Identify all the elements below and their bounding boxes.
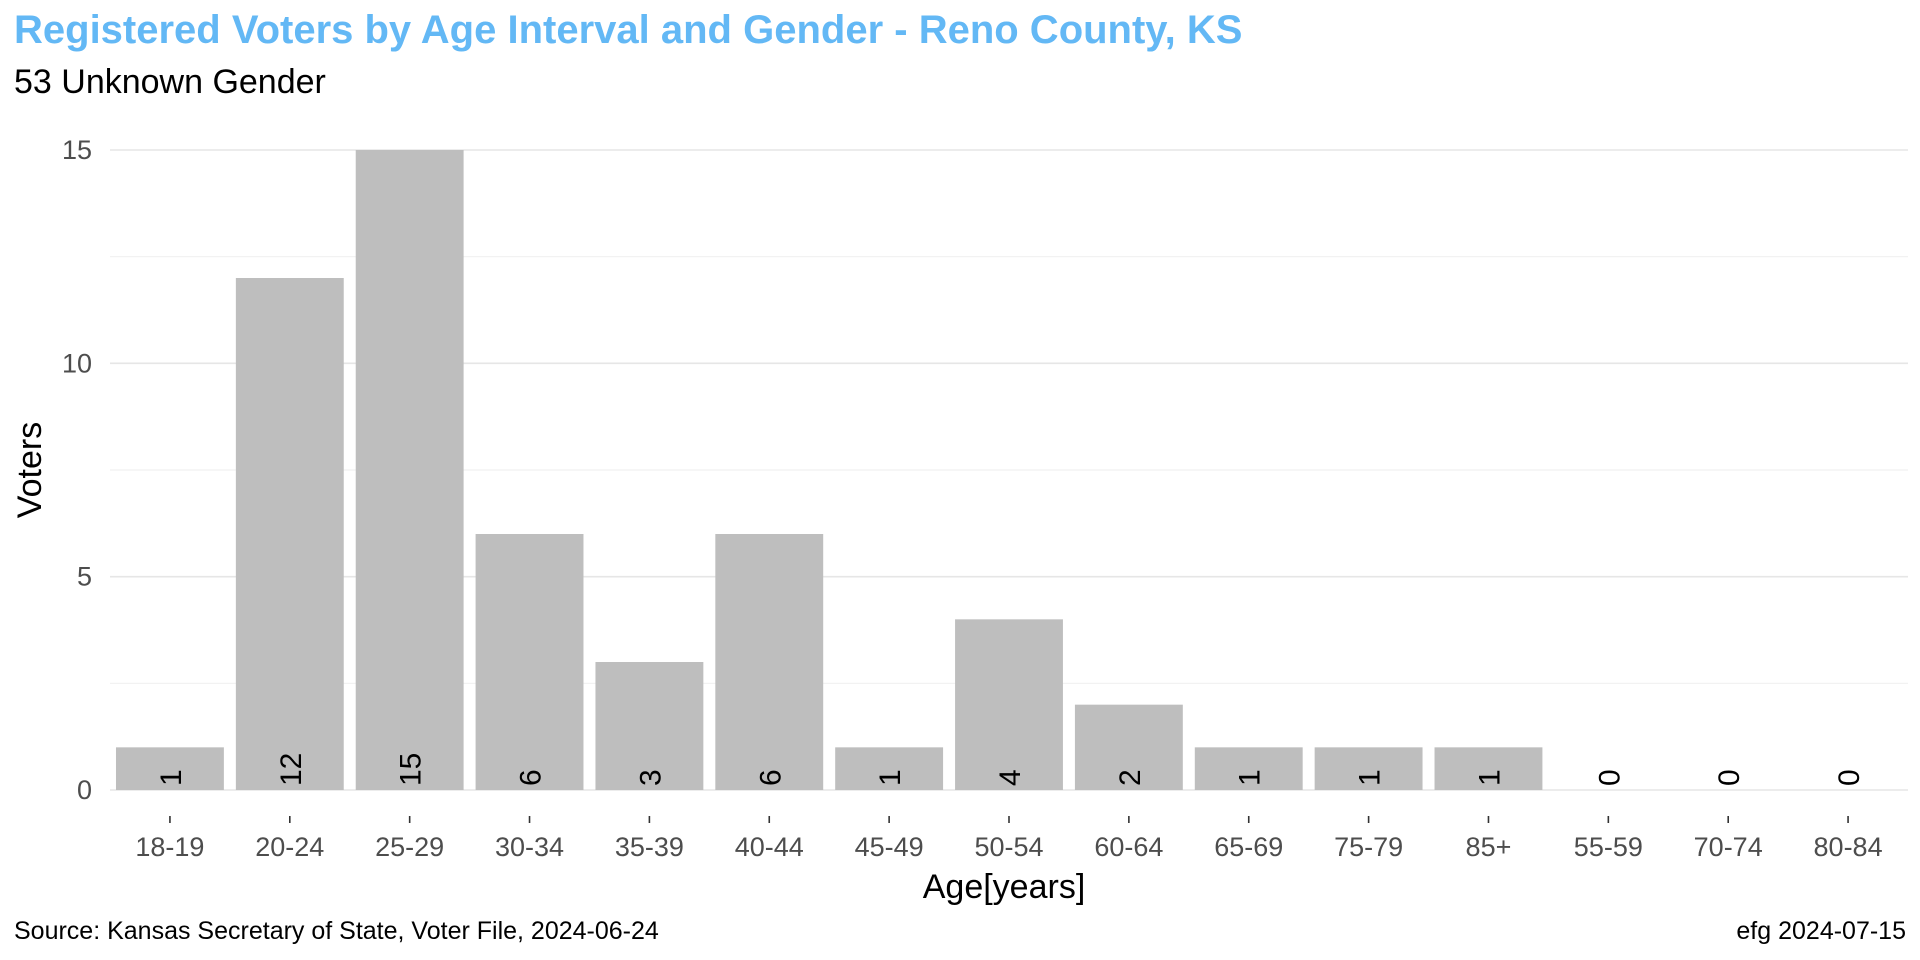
bar-75-79 — [1314, 747, 1423, 790]
y-tick-label: 5 — [77, 562, 92, 592]
x-tick-label-40-44: 40-44 — [735, 832, 804, 862]
source-note: Source: Kansas Secretary of State, Voter… — [14, 917, 659, 945]
bar-85+ — [1434, 747, 1543, 790]
x-tick-label-60-64: 60-64 — [1094, 832, 1163, 862]
data-label-55-59: 0 — [1593, 769, 1626, 786]
bar-40-44 — [715, 534, 824, 790]
chart-title: Registered Voters by Age Interval and Ge… — [14, 8, 1243, 52]
data-label-85+: 1 — [1473, 769, 1506, 786]
data-label-40-44: 6 — [754, 769, 787, 786]
x-tick-label-65-69: 65-69 — [1214, 832, 1283, 862]
data-label-25-29: 15 — [395, 753, 428, 786]
x-tick-label-20-24: 20-24 — [255, 832, 324, 862]
data-label-70-74: 0 — [1713, 769, 1746, 786]
x-tick-label-30-34: 30-34 — [495, 832, 564, 862]
x-tick-label-85+: 85+ — [1466, 832, 1512, 862]
x-tick-label-75-79: 75-79 — [1334, 832, 1403, 862]
x-tick-label-18-19: 18-19 — [135, 832, 204, 862]
x-tick-label-35-39: 35-39 — [615, 832, 684, 862]
bar-35-39 — [595, 662, 704, 790]
data-label-60-64: 2 — [1114, 769, 1147, 786]
bar-60-64 — [1074, 704, 1183, 790]
bar-30-34 — [475, 534, 584, 790]
y-axis-title: Voters — [11, 422, 49, 518]
x-tick-label-70-74: 70-74 — [1694, 832, 1763, 862]
x-tick-label-55-59: 55-59 — [1574, 832, 1643, 862]
bars — [115, 150, 1543, 790]
x-axis-ticks: 18-19 20-24 25-29 30-34 35-39 40-44 45-49 50-54… — [135, 816, 1883, 862]
y-tick-label: 15 — [62, 135, 92, 165]
x-tick-label-45-49: 45-49 — [855, 832, 924, 862]
data-label-35-39: 3 — [634, 769, 667, 786]
data-label-80-84: 0 — [1833, 769, 1866, 786]
bar-20-24 — [235, 278, 344, 790]
data-label-30-34: 6 — [515, 769, 548, 786]
x-tick-label-50-54: 50-54 — [974, 832, 1043, 862]
x-tick-label-25-29: 25-29 — [375, 832, 444, 862]
data-labels: 1 12 15 6 3 6 1 4 2 1 1 1 0 0 0 — [155, 753, 1866, 786]
data-label-20-24: 12 — [275, 753, 308, 786]
y-tick-label: 0 — [77, 775, 92, 805]
bar-65-69 — [1194, 747, 1303, 790]
data-label-18-19: 1 — [155, 769, 188, 786]
x-tick-label-80-84: 80-84 — [1814, 832, 1883, 862]
data-label-45-49: 1 — [874, 769, 907, 786]
bar-25-29 — [355, 150, 464, 790]
bar-18-19 — [115, 747, 224, 790]
x-axis-title: Age[years] — [923, 868, 1086, 906]
data-label-50-54: 4 — [994, 769, 1027, 786]
y-tick-label: 10 — [62, 348, 92, 378]
data-label-75-79: 1 — [1354, 769, 1387, 786]
data-label-65-69: 1 — [1234, 769, 1267, 786]
bar-45-49 — [835, 747, 944, 790]
chart-subtitle: 53 Unknown Gender — [14, 63, 326, 101]
credit-note: efg 2024-07-15 — [1736, 917, 1906, 945]
y-axis-ticks: 0 5 10 15 — [62, 135, 92, 805]
bar-50-54 — [955, 619, 1063, 790]
